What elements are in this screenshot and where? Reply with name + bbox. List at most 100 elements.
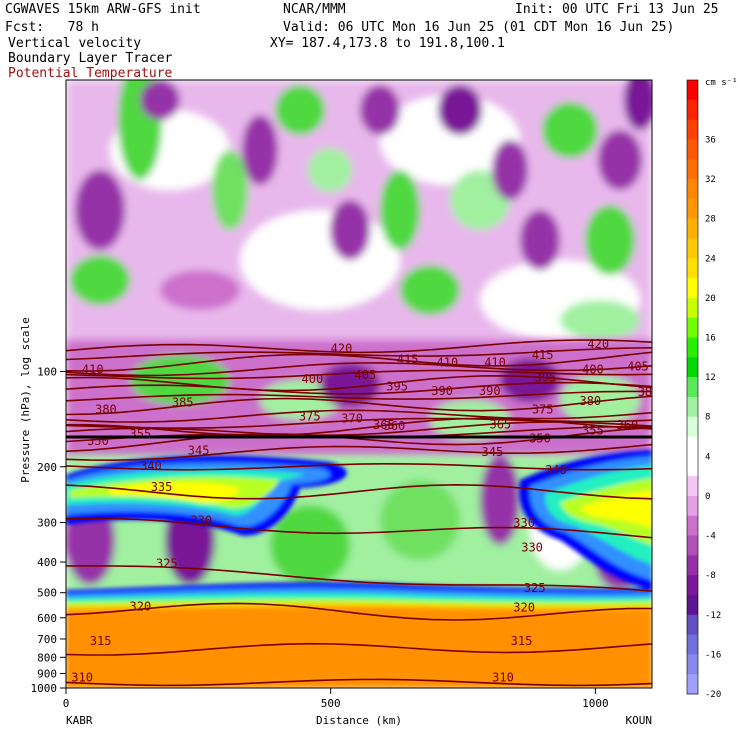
upper-velocity-field: [66, 80, 652, 360]
theta-label: 320: [513, 601, 535, 615]
theta-label: 355: [582, 424, 604, 438]
velocity-negative-cell: [330, 200, 370, 260]
theta-label: 320: [130, 599, 152, 613]
colorbar-swatch: [687, 416, 698, 438]
theta-label: 330: [513, 516, 535, 530]
theta-contour-335: [66, 483, 652, 500]
velocity-positive-cell: [118, 80, 162, 180]
theta-label: 365: [489, 417, 511, 431]
forecast-hour: Fcst: 78 h: [5, 20, 99, 35]
colorbar-swatch: [687, 594, 698, 616]
velocity-positive-cell: [560, 300, 640, 340]
theta-label: 360: [617, 418, 639, 432]
theta-label: 420: [331, 342, 353, 356]
velocity-negative-cell: [438, 85, 482, 135]
y-tick-label: 200: [37, 461, 57, 474]
theta-label: 390: [431, 384, 453, 398]
colorbar-label: 36: [705, 135, 716, 145]
colorbar-label: -8: [705, 571, 716, 581]
theta-label: 385: [172, 395, 194, 409]
colorbar-swatch: [687, 575, 698, 596]
theta-label: 355: [130, 427, 152, 441]
velocity-positive-cell: [560, 375, 640, 425]
theta-contour-380: [66, 395, 652, 416]
y-axis-label: Pressure (hPa), log scale: [19, 317, 32, 483]
colorbar-frame: [686, 79, 699, 695]
theta-label: 415: [532, 348, 554, 362]
theta-label: 380: [95, 403, 117, 417]
theta-label: 390: [479, 384, 501, 398]
theta-contour-415: [66, 347, 652, 361]
cross-section-endpoints: XY= 187.4,173.8 to 191.8,100.1: [270, 36, 505, 51]
theta-contour-375: [66, 409, 652, 423]
organization-label: NCAR/MMM: [283, 2, 346, 17]
colorbar-swatch: [687, 476, 698, 497]
y-tick-label: 700: [37, 633, 57, 646]
x-tick-label: 500: [321, 697, 341, 710]
plot-frame: [65, 79, 653, 689]
theta-label: 380: [579, 394, 601, 408]
model-title: CGWAVES 15km ARW-GFS init: [5, 2, 201, 17]
theta-contour-330: [66, 517, 652, 539]
colorbar-label: -16: [705, 650, 721, 660]
colorbar-swatch: [687, 218, 698, 239]
theta-label: 415: [397, 352, 419, 366]
colorbar-label: -12: [705, 611, 721, 621]
colorbar-swatch: [687, 238, 698, 259]
colorbar-swatch: [687, 515, 698, 537]
velocity-positive-cell: [542, 102, 598, 158]
theta-contour-385: [66, 390, 652, 402]
velocity-negative-cell: [75, 170, 125, 250]
colorbar-swatch: [687, 654, 698, 675]
theta-label: 315: [511, 634, 533, 648]
colorbar-swatch: [687, 614, 698, 636]
theta-label: 330: [521, 540, 543, 554]
theta-label: 335: [151, 480, 173, 494]
valid-time: Valid: 06 UTC Mon 16 Jun 25 (01 CDT Mon …: [283, 20, 675, 35]
theta-label: 405: [355, 368, 377, 382]
theta-label: 395: [534, 370, 556, 384]
colorbar-swatch: [687, 278, 698, 299]
theta-contour-405: [66, 362, 652, 377]
theta-label: 405: [627, 360, 649, 374]
colorbar-swatch: [687, 436, 698, 457]
colorbar-units: cm s⁻¹: [705, 78, 738, 88]
colorbar-swatch: [687, 297, 698, 319]
velocity-zero-band: [240, 210, 400, 310]
velocity-positive-cell: [212, 150, 248, 230]
colorbar-swatch: [687, 159, 698, 180]
colorbar-swatch: [687, 674, 698, 695]
colorbar-swatch: [687, 377, 698, 398]
left-station-label: KABR: [66, 714, 93, 727]
theta-contour-400: [66, 369, 652, 380]
theta-contour-410: [66, 351, 652, 372]
velocity-positive-cell: [70, 255, 130, 305]
colorbar-swatch: [687, 396, 698, 418]
mid-velocity-field: [66, 340, 652, 460]
theta-label: 345: [188, 443, 210, 457]
theta-label: 410: [82, 362, 104, 376]
colorbar-label: 4: [705, 452, 710, 462]
right-station-label: KOUN: [626, 714, 653, 727]
tracer-plume-core: [580, 490, 652, 528]
colorbar-swatch: [687, 198, 698, 220]
y-tick-label: 600: [37, 612, 57, 625]
init-time: Init: 00 UTC Fri 13 Jun 25: [515, 2, 719, 17]
velocity-zero-band: [380, 95, 520, 185]
y-tick-label: 1000: [31, 682, 58, 695]
theta-label: 345: [482, 445, 504, 459]
theta-label: 330: [190, 513, 212, 527]
colorbar-swatch: [687, 99, 698, 121]
colorbar-label: -4: [705, 532, 716, 542]
velocity-positive-cell: [400, 265, 460, 315]
colorbar-label: 0: [705, 492, 710, 502]
velocity-negative-cell: [360, 85, 400, 135]
theta-label: 385: [638, 385, 660, 399]
colorbar-label: 20: [705, 294, 716, 304]
colorbar-swatch: [687, 258, 698, 279]
theta-label: 400: [582, 362, 604, 376]
distance-axis: 0 500 1000: [63, 688, 609, 710]
colorbar-swatch: [687, 495, 698, 517]
